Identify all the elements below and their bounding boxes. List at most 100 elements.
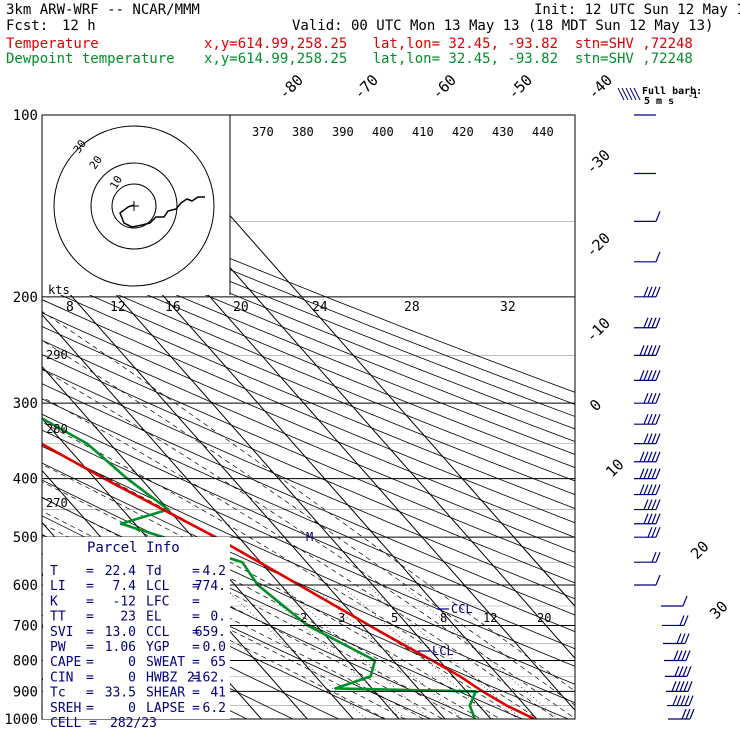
lcl-label: LCL	[432, 644, 454, 658]
wind-barb	[664, 650, 691, 662]
dry-adiabat-line	[42, 248, 575, 469]
hodograph-units-label: kts	[48, 283, 70, 297]
hodograph-ring	[90, 162, 178, 250]
wind-barb-flag	[655, 526, 661, 538]
wind-barb-flag	[643, 413, 649, 425]
wind-barb-flag	[647, 345, 653, 356]
parcel-field-label: K	[50, 594, 58, 609]
pressure-tick-label: 400	[13, 472, 38, 488]
dewpoint-profile-line	[42, 416, 477, 719]
wind-barb-flag	[651, 345, 657, 356]
parcel-field-label: TT	[50, 610, 66, 625]
pressure-tick-label: 100	[13, 108, 38, 124]
dry-adiabat-line	[42, 190, 575, 405]
dry-adiabat-line	[42, 429, 575, 667]
wind-barb-flag	[655, 286, 661, 298]
wind-barb	[634, 413, 661, 425]
wind-barb-flag	[651, 484, 657, 495]
wind-barb-flag	[655, 251, 661, 263]
wind-barb-flag	[678, 666, 684, 677]
parcel-equals: =	[86, 610, 94, 625]
isotherm-label: 10	[602, 455, 628, 481]
wind-barb-flag	[643, 317, 649, 328]
parcel-field-label: YGP	[146, 640, 170, 655]
wind-barb-flag	[639, 451, 645, 462]
wind-barb-flag	[655, 211, 661, 222]
wind-barb-flag	[655, 468, 661, 479]
wind-barb-flag	[647, 513, 653, 524]
mixing-ratio-label: 2	[300, 611, 307, 625]
parcel-field-value: 1.06	[105, 640, 136, 655]
dry-adiabat-line	[42, 236, 575, 455]
dry-adiabat-line	[42, 572, 340, 719]
dry-adiabat-line	[42, 201, 575, 417]
parcel-field-label: LFC	[146, 594, 169, 609]
wind-barb	[634, 451, 661, 463]
wind-barb	[634, 370, 661, 381]
wind-barb-flag	[651, 513, 657, 524]
parcel-field-label: HWBZ	[146, 670, 177, 685]
moist-adiabat-label: 430	[492, 125, 514, 139]
parcel-field-value: 0	[128, 701, 136, 716]
wind-barb-flag	[647, 499, 653, 510]
wind-barb-flag	[655, 499, 661, 510]
mixing-ratio-label: 3	[338, 611, 345, 625]
wind-barb-flag	[651, 468, 657, 479]
moist-adiabat-line	[42, 421, 539, 719]
wind-barb-flag	[647, 451, 653, 462]
wind-barb-flag	[682, 595, 688, 607]
moist-adiabat-line	[42, 481, 482, 719]
wind-barb-flag	[685, 650, 691, 661]
mixing-ratio-line	[220, 584, 367, 719]
wind-barb	[634, 499, 661, 511]
parcel-equals: =	[192, 655, 200, 670]
wind-barb	[665, 666, 692, 677]
moist-adiabat-label: 390	[332, 125, 354, 139]
parcel-equals: =	[86, 655, 94, 670]
wind-barb-flag	[655, 370, 661, 381]
parcel-field-label: SHEAR	[146, 686, 185, 701]
parcel-field-value: 23	[120, 610, 136, 625]
wind-barb-flag	[643, 499, 649, 510]
wind-barb	[634, 286, 661, 298]
moist-adiabat-line	[42, 545, 387, 719]
pressure-tick-label: 800	[13, 653, 38, 669]
parcel-field-value: 659.	[195, 625, 226, 640]
barb-legend-flag	[633, 87, 641, 101]
valid-time: Valid: 00 UTC Mon 13 May 13 (18 MDT Sun …	[292, 18, 714, 34]
temperature-legend: Temperature	[6, 36, 99, 52]
parcel-equals: =	[192, 686, 200, 701]
isotherm-label: -20	[582, 229, 614, 261]
parcel-equals: =	[192, 701, 200, 716]
wind-barb-flag	[675, 681, 681, 692]
moist-adiabat-label: 400	[372, 125, 394, 139]
parcel-field-value: 33.5	[105, 686, 136, 701]
parcel-equals: =	[192, 640, 200, 655]
wind-barb-flag	[681, 650, 687, 661]
parcel-equals: =	[86, 640, 94, 655]
wind-barb-flag	[639, 345, 645, 356]
wind-barb-flag	[643, 392, 649, 404]
isotherm-line	[42, 365, 354, 719]
wind-barb	[663, 633, 690, 645]
wind-barb-flag	[651, 499, 657, 510]
parcel-field-label: LCL	[146, 579, 170, 594]
isotherm-label: 20	[687, 537, 713, 563]
parcel-equals: =	[86, 625, 94, 640]
dry-adiabat-line	[42, 398, 575, 633]
dry-adiabat-line	[42, 286, 575, 509]
wind-barb-flag	[639, 370, 645, 381]
parcel-field-value: 2162.	[187, 670, 226, 685]
dry-adiabat-line	[42, 273, 575, 496]
parcel-field-value: 65	[210, 655, 226, 670]
isotherm-label: -60	[428, 71, 460, 103]
parcel-equals: =	[192, 670, 200, 685]
hodograph-ring	[53, 125, 215, 287]
hodograph-background	[42, 115, 230, 295]
isotherm-label: 30	[706, 597, 732, 623]
parcel-field-value: 0.0	[203, 640, 226, 655]
parcel-field-label: CCL	[146, 625, 170, 640]
parcel-marker: M	[306, 530, 313, 544]
parcel-equals: =	[86, 594, 94, 609]
wind-barb-flag	[677, 650, 683, 661]
